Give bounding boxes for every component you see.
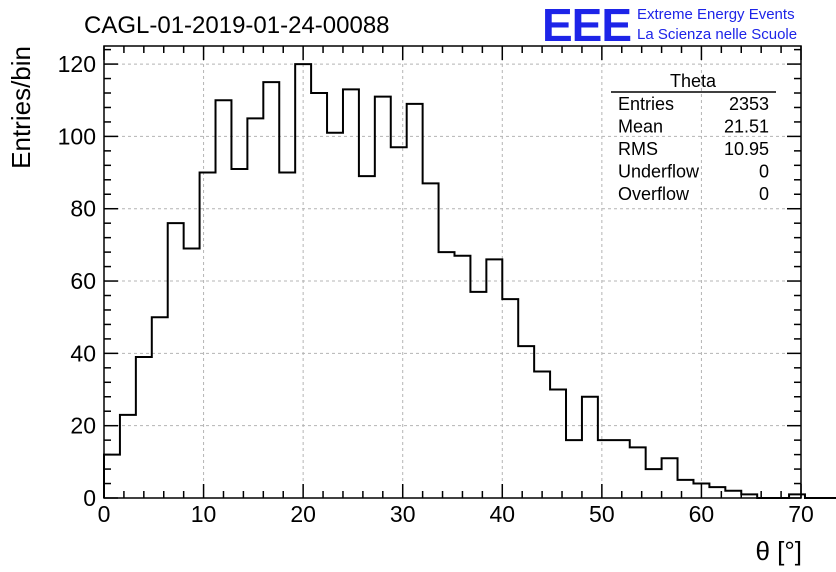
- axis-ticks: [103, 46, 802, 499]
- stats-label: Overflow: [618, 184, 690, 204]
- stats-box: Theta Entries 2353 Mean 21.51 RMS 10.95 Underf…: [611, 71, 776, 204]
- histogram-bin: [662, 458, 678, 498]
- stats-value: 21.51: [724, 117, 769, 137]
- histogram-bin: [534, 371, 550, 498]
- stats-value: 10.95: [724, 139, 769, 159]
- histogram-bin: [152, 317, 168, 498]
- histogram-bin: [231, 169, 247, 498]
- histogram-bin: [582, 397, 598, 498]
- x-tick-label: 30: [390, 501, 416, 527]
- stats-label: Mean: [618, 117, 663, 137]
- histogram-bin: [550, 390, 566, 498]
- x-tick-labels: 0 10 20 30 40 50 60 70: [98, 501, 814, 527]
- histogram-bin: [439, 252, 455, 498]
- y-tick-label: 20: [70, 413, 96, 439]
- histogram-bin: [502, 299, 518, 498]
- histogram-bin: [343, 89, 359, 498]
- x-tick-label: 40: [489, 501, 515, 527]
- x-tick-label: 0: [98, 501, 111, 527]
- plot-frame: [103, 45, 802, 499]
- histogram-bin: [423, 183, 439, 498]
- histogram-bin: [709, 487, 725, 498]
- stats-label: Underflow: [618, 162, 700, 182]
- histogram-bin: [678, 480, 694, 498]
- histogram-bin: [407, 104, 423, 498]
- histogram-bin: [630, 447, 646, 498]
- x-tick-label: 70: [788, 501, 814, 527]
- stats-value: 2353: [729, 94, 769, 114]
- histogram-bin: [279, 173, 295, 498]
- histogram-bin: [646, 469, 662, 498]
- y-tick-label: 0: [83, 485, 96, 511]
- x-tick-label: 50: [589, 501, 615, 527]
- grid-lines: [104, 46, 801, 498]
- histogram-bin: [486, 259, 502, 498]
- histogram-bin: [263, 82, 279, 498]
- histogram-bin: [247, 118, 263, 498]
- stats-title: Theta: [670, 71, 717, 91]
- eee-logo: EEE Extreme Energy Events La Scienza nel…: [542, 0, 797, 51]
- y-tick-label: 40: [70, 340, 96, 366]
- x-tick-label: 60: [689, 501, 715, 527]
- x-axis-label: θ [°]: [755, 536, 802, 566]
- histogram-bin: [120, 415, 136, 498]
- logo-mark: EEE: [542, 0, 631, 51]
- histogram-bin: [725, 491, 741, 498]
- histogram-bin: [375, 97, 391, 498]
- stats-label: Entries: [618, 94, 674, 114]
- stats-value: 0: [759, 162, 769, 182]
- histogram-bin: [216, 100, 232, 498]
- y-tick-label: 80: [70, 196, 96, 222]
- histogram-bin: [518, 346, 534, 498]
- histogram-bars: [103, 63, 836, 499]
- stats-label: RMS: [618, 139, 658, 159]
- chart-title: CAGL-01-2019-01-24-00088: [84, 12, 390, 39]
- y-tick-label: 100: [58, 123, 96, 149]
- histogram-bin: [614, 440, 630, 498]
- histogram-bin: [470, 292, 486, 498]
- histogram-bin: [168, 223, 184, 498]
- histogram-bin: [311, 93, 327, 498]
- histogram-bin: [200, 173, 216, 498]
- logo-line-2: La Scienza nelle Scuole: [637, 26, 797, 43]
- histogram-bin: [327, 133, 343, 498]
- stats-rows: Entries 2353 Mean 21.51 RMS 10.95 Underflow 0 Ov…: [618, 94, 769, 204]
- y-tick-label: 60: [70, 268, 96, 294]
- stats-value: 0: [759, 184, 769, 204]
- histogram-line: [103, 63, 836, 499]
- histogram-bin: [454, 256, 470, 498]
- logo-line-1: Extreme Energy Events: [637, 6, 795, 23]
- histogram-bin: [359, 176, 375, 498]
- y-tick-label: 120: [58, 51, 96, 77]
- histogram-bin: [184, 248, 200, 498]
- x-tick-label: 20: [290, 501, 316, 527]
- histogram-bin: [136, 357, 152, 498]
- x-tick-label: 10: [191, 501, 217, 527]
- histogram-bin: [391, 147, 407, 498]
- histogram-bin: [598, 440, 614, 498]
- y-axis-label: Entries/bin: [6, 46, 36, 169]
- histogram-bin: [104, 455, 120, 498]
- histogram-bin: [566, 440, 582, 498]
- y-tick-labels: 0 20 40 60 80 100 120: [58, 51, 96, 511]
